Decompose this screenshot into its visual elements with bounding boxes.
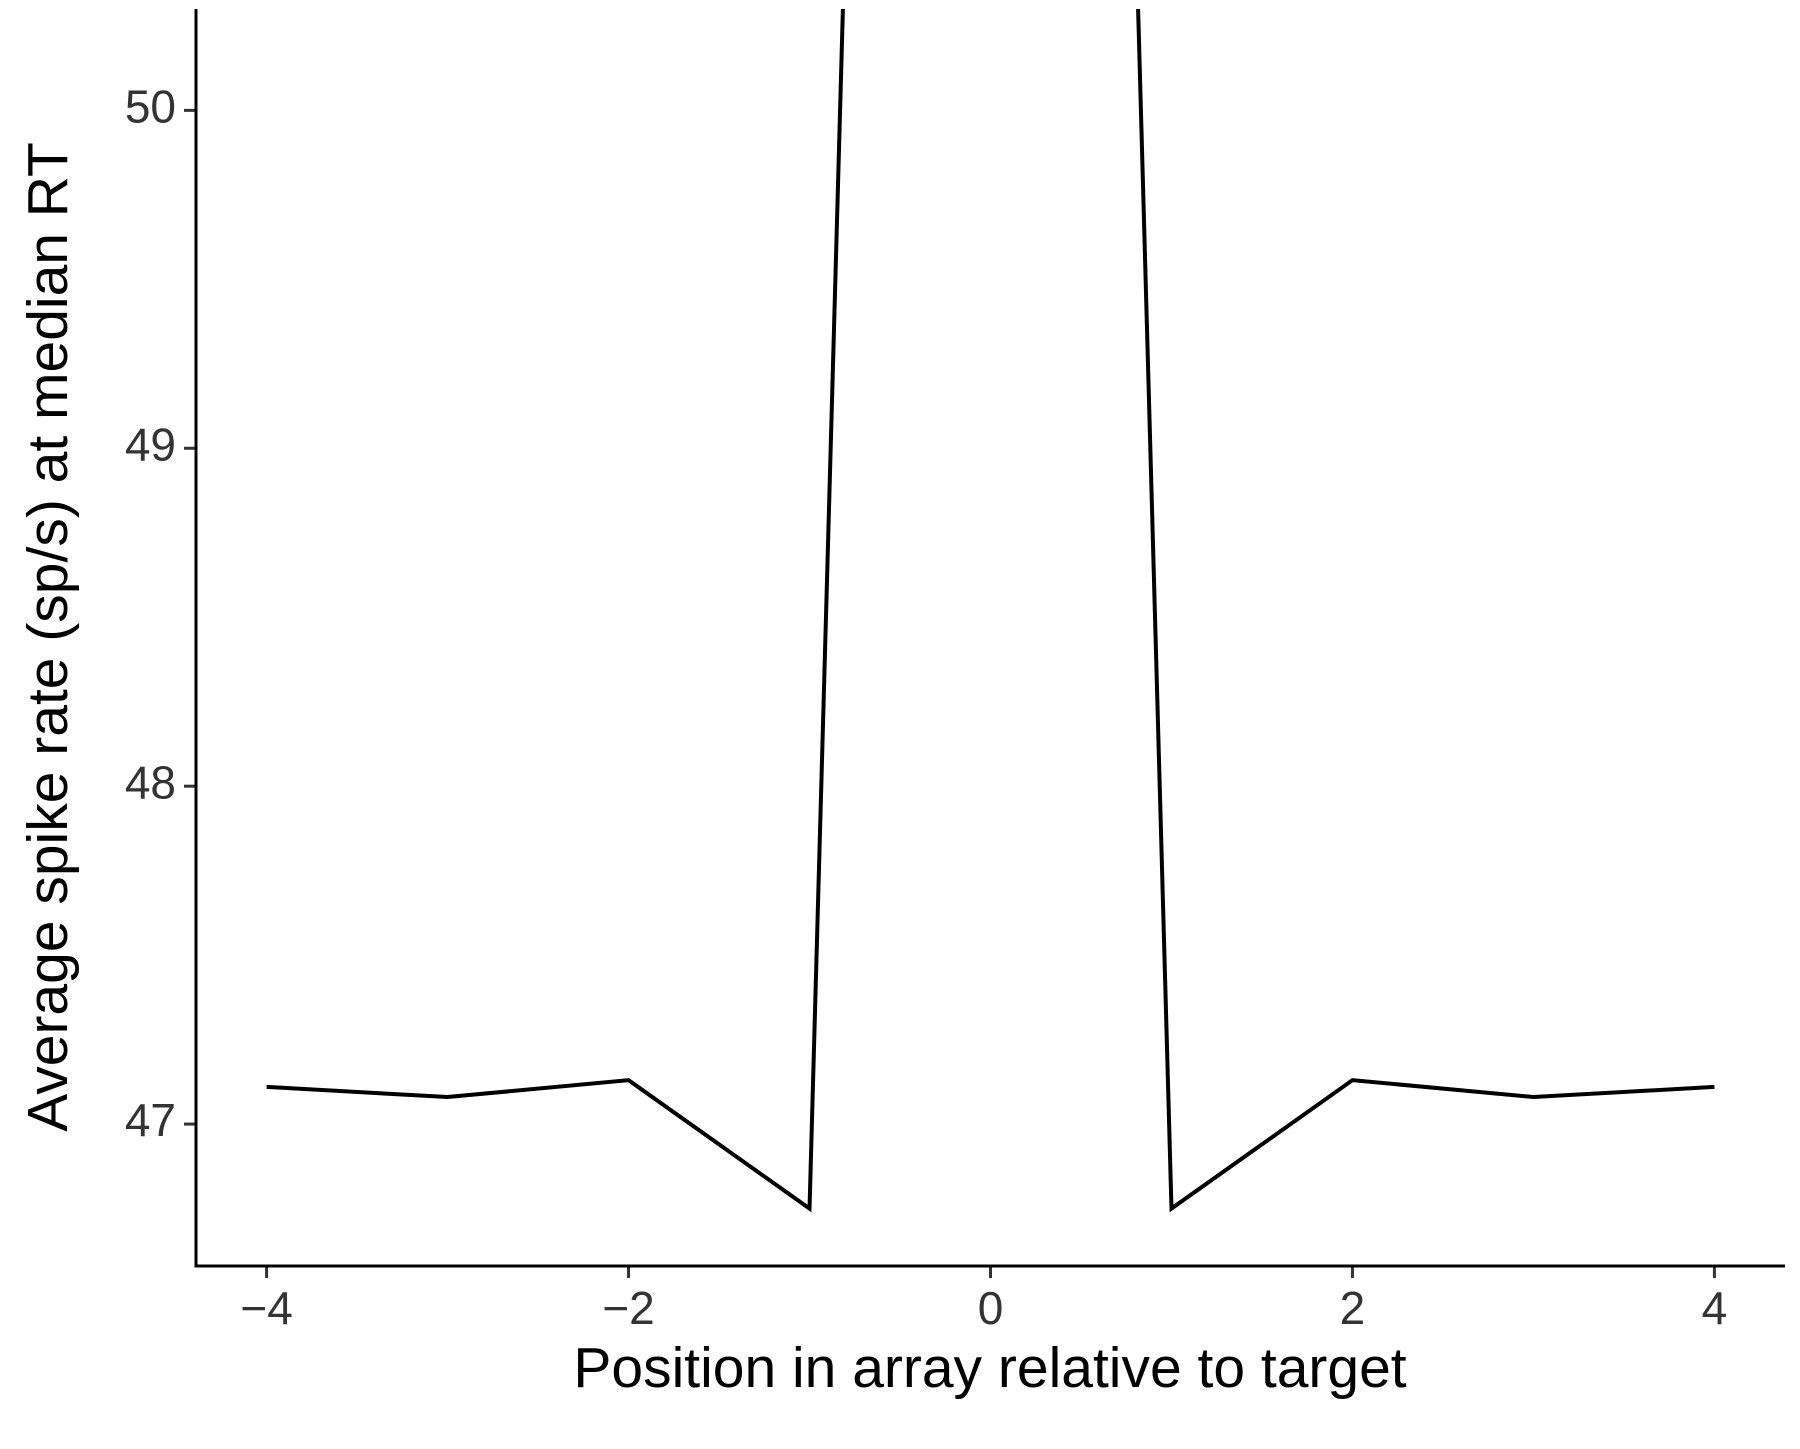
x-tick-label: 4 — [1702, 1282, 1728, 1334]
y-tick-label: 49 — [125, 418, 176, 470]
y-tick-label: 47 — [125, 1094, 176, 1146]
x-tick-label: −4 — [240, 1282, 292, 1334]
x-tick-label: 2 — [1340, 1282, 1366, 1334]
y-tick-label: 50 — [125, 81, 176, 133]
x-tick-label: −2 — [602, 1282, 654, 1334]
y-axis-title: Average spike rate (sp/s) at median RT — [16, 142, 80, 1132]
y-tick-label: 48 — [125, 756, 176, 808]
data-line — [266, 9, 1715, 1213]
x-tick-label: 0 — [978, 1282, 1004, 1334]
x-axis-title: Position in array relative to target — [573, 1336, 1406, 1400]
